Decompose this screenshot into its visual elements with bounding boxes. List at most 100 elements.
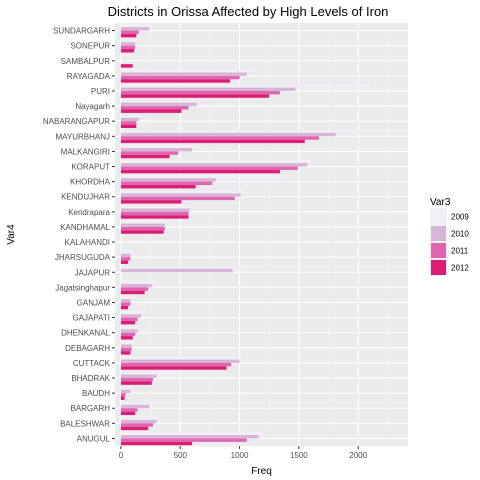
bar [120, 205, 193, 209]
bar [120, 99, 204, 103]
bar [120, 139, 305, 144]
bar [120, 441, 193, 446]
y-tick-label: SAMBALPUR [61, 57, 111, 66]
y-tick-label: RAYAGADA [67, 72, 111, 81]
bar [120, 23, 153, 28]
bar [120, 260, 129, 264]
bar [120, 317, 138, 321]
bar [120, 336, 133, 340]
legend-label: 2011 [451, 247, 469, 256]
y-tick-label: MAYURBHANJ [55, 132, 110, 141]
bar [120, 151, 178, 155]
bar [120, 438, 247, 442]
bar [120, 253, 131, 258]
bar [120, 283, 152, 288]
bar [120, 178, 216, 182]
bar [120, 196, 235, 201]
bar [120, 27, 150, 31]
bar [120, 268, 233, 273]
x-axis-title: Freq [251, 466, 272, 477]
bar [120, 226, 165, 231]
bar [120, 72, 247, 76]
y-tick-label: BARGARH [70, 404, 110, 413]
bar [120, 404, 150, 409]
bar [120, 215, 189, 219]
legend-key [431, 209, 446, 224]
bar [120, 30, 139, 34]
bar [120, 129, 400, 133]
bar [120, 106, 189, 110]
bar [120, 302, 131, 306]
x-tick-label: 0 [119, 451, 124, 460]
bar [120, 325, 140, 330]
y-tick-label: JAJAPUR [74, 268, 110, 277]
bar [120, 332, 136, 337]
bar [120, 211, 189, 216]
bar [120, 117, 139, 122]
bar [120, 347, 132, 352]
bars [120, 23, 400, 446]
bar [120, 265, 264, 269]
bar [120, 144, 199, 149]
y-tick-label: SONEPUR [70, 42, 110, 51]
bar [120, 250, 133, 254]
bar [120, 389, 131, 394]
chart-title: Districts in Orissa Affected by High Lev… [108, 4, 389, 19]
x-axis-ticks: 0 500 1000 1500 2000 [119, 446, 368, 460]
bar [120, 102, 197, 107]
bar [120, 193, 241, 197]
bar [120, 416, 159, 420]
bar [120, 220, 169, 224]
y-tick-label: NABARANGAPUR [43, 117, 110, 126]
legend: Var3 2009 2010 2011 2012 [430, 197, 469, 276]
y-tick-label: KORAPUT [71, 163, 110, 172]
bar [120, 280, 157, 284]
y-tick-label: DHENKANAL [61, 329, 110, 338]
legend-label: 2012 [451, 264, 469, 273]
y-axis-ticks: ANUGUL BALESHWAR BARGARH BAUDH BHADRAK CUTTAC… [43, 27, 115, 443]
bar [120, 69, 252, 73]
bar [120, 371, 178, 375]
bar [120, 223, 165, 227]
y-tick-label: Nayagarh [75, 102, 110, 111]
bar [120, 114, 142, 118]
bar [120, 386, 131, 390]
bar [120, 87, 296, 91]
bar [120, 378, 153, 382]
bar [120, 159, 311, 164]
bar [120, 374, 157, 379]
y-tick-label: CUTTACK [73, 359, 111, 368]
y-tick-label: Kendrapara [68, 208, 110, 217]
bar [120, 45, 136, 50]
bar [120, 423, 153, 427]
bar [120, 396, 125, 400]
bar [120, 124, 137, 128]
bar [120, 393, 126, 397]
bar [120, 411, 136, 416]
bar [120, 435, 259, 439]
bar [120, 290, 145, 295]
y-tick-label: GAJAPATI [73, 314, 111, 323]
y-tick-label: MALKANGIRI [61, 147, 110, 156]
bar [120, 200, 182, 204]
y-tick-label: BAUDH [82, 389, 110, 398]
y-tick-label: KENDUJHAR [61, 193, 110, 202]
bar [120, 305, 129, 310]
bar [120, 230, 164, 234]
bar [120, 431, 264, 436]
bar [120, 38, 138, 43]
bar [120, 121, 137, 125]
y-tick-label: DEBAGARH [65, 344, 110, 353]
bar [120, 79, 231, 83]
bar [120, 154, 170, 159]
legend-label: 2010 [451, 230, 469, 239]
bar [120, 174, 288, 179]
y-tick-label: GANJAM [77, 298, 111, 307]
bar [120, 329, 138, 333]
bar [120, 169, 280, 174]
x-tick-label: 1500 [290, 451, 308, 460]
bar [120, 189, 246, 194]
x-tick-label: 2000 [349, 451, 367, 460]
bar [120, 257, 131, 261]
